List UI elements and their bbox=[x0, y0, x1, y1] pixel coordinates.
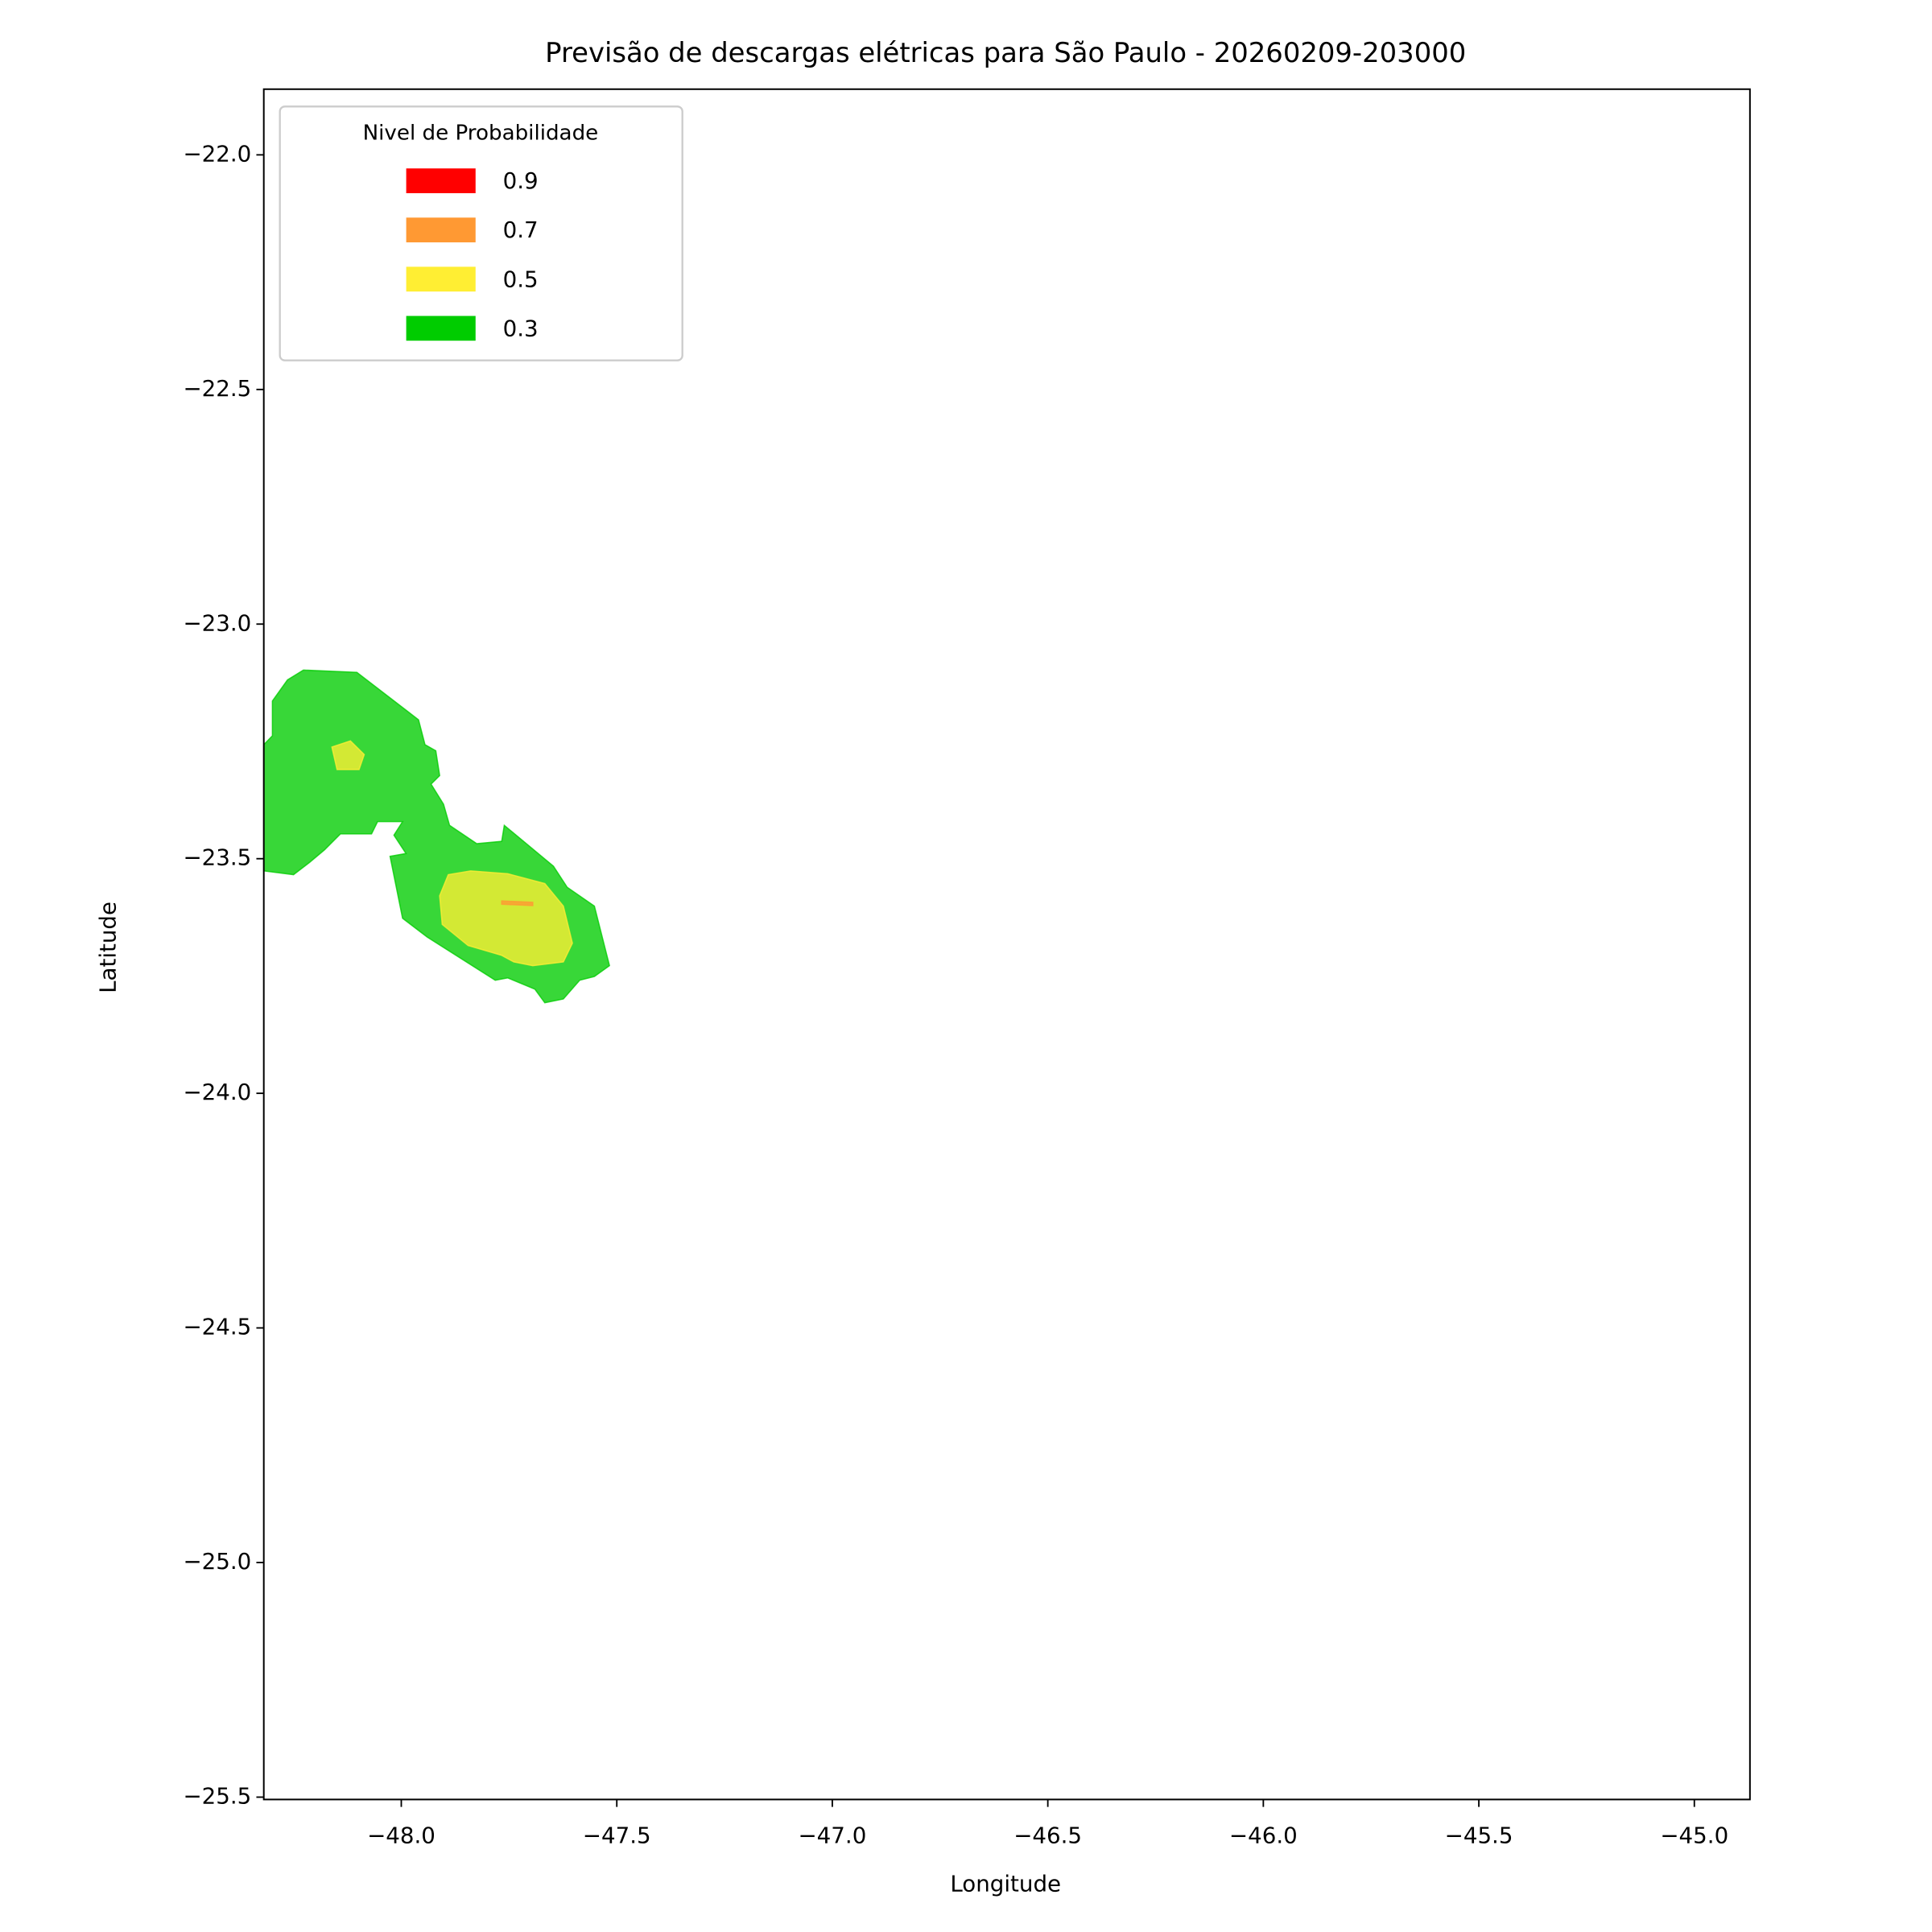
legend-swatch bbox=[406, 266, 476, 292]
x-tick-label: −47.0 bbox=[798, 1823, 866, 1849]
y-tick-label: −23.0 bbox=[183, 609, 251, 636]
x-tick-label: −48.0 bbox=[367, 1823, 436, 1849]
y-tick-label: −24.5 bbox=[183, 1314, 251, 1340]
contour-region bbox=[501, 900, 534, 906]
y-tick-label: −23.5 bbox=[183, 844, 251, 871]
x-tick-label: −46.5 bbox=[1013, 1823, 1082, 1849]
legend-swatch bbox=[406, 316, 476, 341]
y-axis-label: Latitude bbox=[94, 902, 121, 993]
x-tick-label: −45.0 bbox=[1660, 1823, 1728, 1849]
x-tick-label: −46.0 bbox=[1229, 1823, 1298, 1849]
y-tick-label: −25.0 bbox=[183, 1548, 251, 1575]
plot-area bbox=[262, 669, 610, 1004]
plot-frame bbox=[262, 88, 1751, 1801]
legend: Nivel de Probabilidade 0.9 0.7 0.5 0.3 bbox=[279, 105, 683, 361]
x-tick-label: −47.5 bbox=[583, 1823, 651, 1849]
legend-label: 0.9 bbox=[503, 167, 539, 194]
legend-title: Nivel de Probabilidade bbox=[363, 122, 599, 146]
y-tick-label: −22.0 bbox=[183, 140, 251, 167]
legend-box bbox=[279, 105, 683, 361]
y-tick-label: −24.0 bbox=[183, 1079, 251, 1105]
y-tick-label: −22.5 bbox=[183, 375, 251, 402]
legend-label: 0.3 bbox=[503, 315, 539, 341]
chart-title: Previsão de descargas elétricas para São… bbox=[545, 37, 1466, 68]
legend-swatch bbox=[406, 217, 476, 243]
contour-region bbox=[331, 740, 365, 770]
legend-swatch bbox=[406, 168, 476, 193]
x-axis-label: Longitude bbox=[950, 1871, 1061, 1897]
legend-label: 0.5 bbox=[503, 266, 539, 292]
y-tick-label: −25.5 bbox=[183, 1782, 251, 1809]
contour-region bbox=[439, 870, 573, 967]
x-tick-label: −45.5 bbox=[1445, 1823, 1513, 1849]
legend-label: 0.7 bbox=[503, 217, 539, 243]
